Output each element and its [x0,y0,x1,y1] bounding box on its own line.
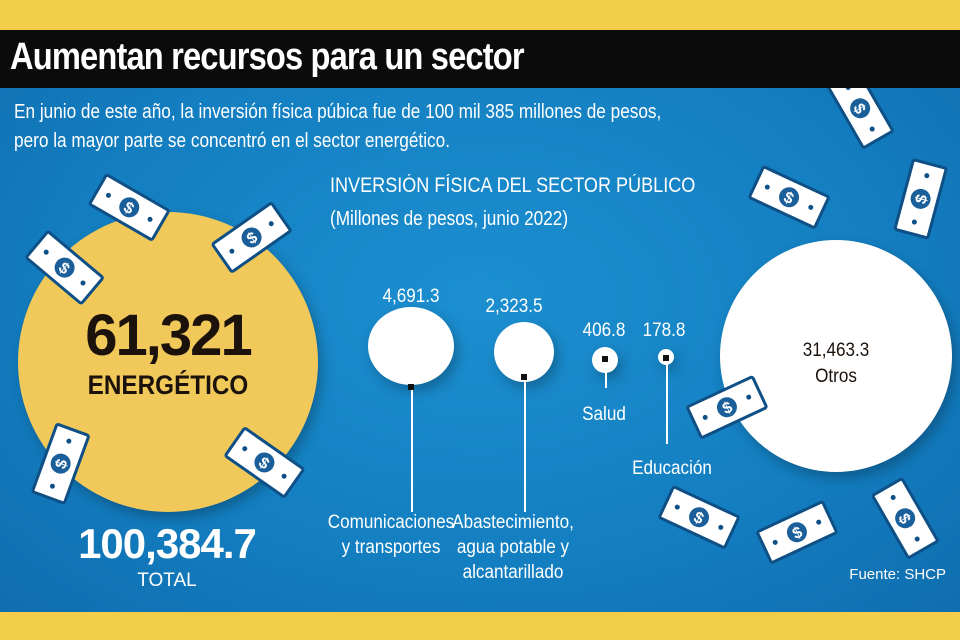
leader-line [605,362,607,388]
dollar-bill-icon: $ [744,164,831,235]
dollar-bill-icon: $ [220,425,307,504]
chart-subtitle: (Millones de pesos, junio 2022) [330,208,569,230]
dollar-bill-icon: $ [892,157,953,242]
bubble-otros-value: 31,463.3 [802,340,870,361]
bubble-otros [720,240,952,472]
svg-text:$: $ [913,193,932,206]
bubble-energetico-value: 61,321 [85,303,252,368]
bottom-band [0,612,960,640]
bubble-otros-label: 31,463.3 Otros [803,338,870,390]
label-salud: Salud [582,404,626,425]
label-abastecimiento: Abastecimiento, agua potable y alcantari… [452,510,574,585]
chart-title: INVERSIÓN FÍSICA DEL SECTOR PÚBLICO [330,174,696,197]
bubble-marker [602,356,608,362]
label-educacion: Educación [632,458,712,479]
bubble-marker [408,384,414,390]
label-line: agua potable y [456,537,570,558]
page-title: Aumentan recursos para un sector [10,36,525,78]
bubble-salud-value: 406.8 [582,320,626,341]
infographic-panel: En junio de este año, la inversión físic… [0,88,960,612]
bubble-abastecimiento-value: 2,323.5 [485,296,543,317]
dollar-bill-icon: $ [30,421,96,507]
dollar-bill-icon: $ [210,200,297,279]
intro-line-2: pero la mayor parte se concentró en el s… [14,130,450,152]
bubble-comunicaciones-value: 4,691.3 [382,286,440,307]
label-comunicaciones: Comunicaciones y transportes [328,510,454,560]
intro-text: En junio de este año, la inversión físic… [14,98,661,156]
top-band [0,0,960,30]
bubble-energetico-label: ENERGÉTICO [87,370,249,400]
source-note: Fuente: SHCP [849,566,946,583]
intro-line-1: En junio de este año, la inversión físic… [14,101,662,123]
dollar-bill-icon: $ [20,229,106,311]
label-line: Abastecimiento, [452,512,574,533]
total-value: 100,384.7 [78,520,257,567]
dollar-bill-icon: $ [865,476,940,563]
dollar-bill-icon: $ [84,172,171,247]
leader-line [411,388,413,512]
label-line: Comunicaciones [327,512,455,533]
leader-line [666,360,668,444]
bubble-otros-name: Otros [815,366,857,387]
dollar-bill-icon: $ [754,499,841,570]
dollar-bill-icon: $ [654,484,741,555]
bubble-marker [521,374,527,380]
label-line: alcantarillado [462,562,564,583]
label-line: y transportes [341,537,441,558]
bubble-comunicaciones [368,307,454,385]
dollar-bill-icon: $ [820,88,895,153]
bubble-marker [663,355,669,361]
leader-line [524,378,526,512]
dollar-bill-icon: $ [684,374,771,445]
total-label: TOTAL [137,570,197,591]
bubble-abastecimiento [494,322,554,382]
bubble-educacion-value: 178.8 [642,320,686,341]
title-bar: Aumentan recursos para un sector [0,30,960,88]
